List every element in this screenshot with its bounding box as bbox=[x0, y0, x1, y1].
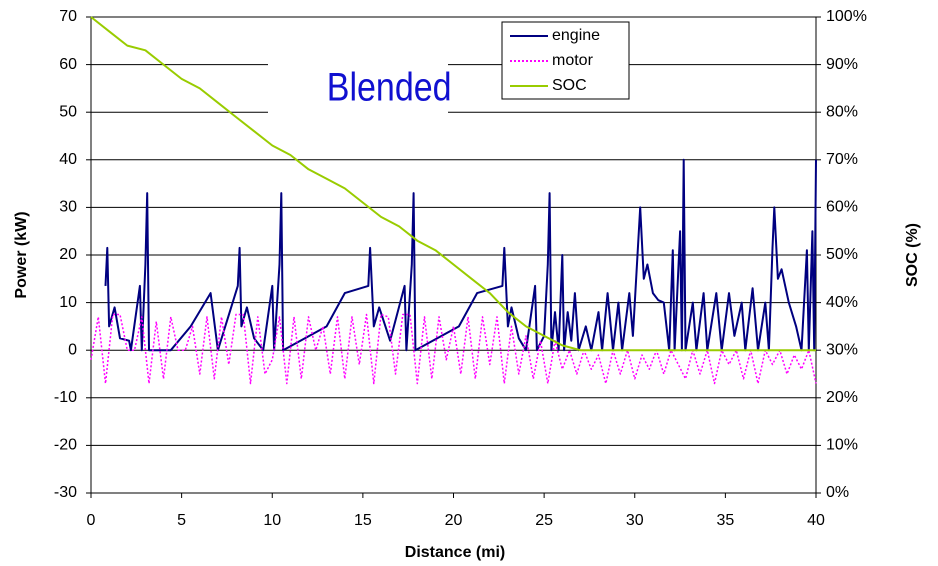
y-tick-label: 20 bbox=[59, 246, 77, 263]
y2-tick-label: 80% bbox=[826, 103, 858, 120]
y-tick-label: 50 bbox=[59, 103, 77, 120]
y2-tick-label: 10% bbox=[826, 437, 858, 454]
y2-tick-label: 60% bbox=[826, 199, 858, 216]
series-line bbox=[104, 158, 817, 352]
x-tick-label: 10 bbox=[263, 512, 281, 529]
annotation: Blended bbox=[327, 64, 452, 109]
y-tick-label: 40 bbox=[59, 151, 77, 168]
y2-axis-title: SOC (%) bbox=[904, 223, 921, 287]
y2-tick-label: 40% bbox=[826, 294, 858, 311]
y-tick-label: 10 bbox=[59, 294, 77, 311]
x-tick-label: 35 bbox=[716, 512, 734, 529]
y2-tick-label: 0% bbox=[826, 484, 849, 501]
x-tick-label: 20 bbox=[445, 512, 463, 529]
annotation-bg bbox=[268, 60, 448, 115]
series-line bbox=[90, 313, 817, 385]
legend-label: engine bbox=[552, 27, 600, 44]
x-tick-label: 15 bbox=[354, 512, 372, 529]
y-tick-label: 0 bbox=[68, 341, 77, 358]
x-axis-title: Distance (mi) bbox=[405, 544, 505, 561]
y-tick-label: 70 bbox=[59, 8, 77, 25]
legend-label: motor bbox=[552, 52, 594, 69]
y2-tick-label: 70% bbox=[826, 151, 858, 168]
x-tick-label: 40 bbox=[807, 512, 825, 529]
x-tick-label: 30 bbox=[626, 512, 644, 529]
y2-tick-label: 100% bbox=[826, 8, 867, 25]
y-tick-label: -30 bbox=[54, 484, 77, 501]
y-tick-label: -10 bbox=[54, 389, 77, 406]
x-tick-label: 5 bbox=[177, 512, 186, 529]
y-tick-label: 60 bbox=[59, 56, 77, 73]
y2-tick-label: 20% bbox=[826, 389, 858, 406]
y-axis-title: Power (kW) bbox=[13, 211, 30, 298]
legend-label: SOC bbox=[552, 77, 587, 94]
y-tick-label: 30 bbox=[59, 199, 77, 216]
x-tick-label: 0 bbox=[87, 512, 96, 529]
y-tick-label: -20 bbox=[54, 437, 77, 454]
x-tick-label: 25 bbox=[535, 512, 553, 529]
y2-tick-label: 50% bbox=[826, 246, 858, 263]
y2-tick-label: 90% bbox=[826, 56, 858, 73]
y2-tick-label: 30% bbox=[826, 341, 858, 358]
series-line bbox=[90, 16, 816, 352]
